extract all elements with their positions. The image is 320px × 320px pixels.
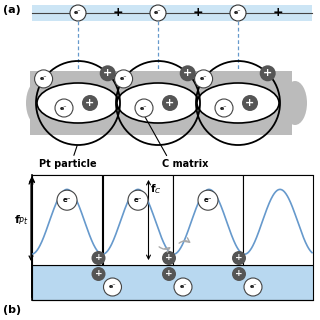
Circle shape [162,251,176,265]
Circle shape [82,95,98,111]
Ellipse shape [185,103,211,131]
Ellipse shape [105,103,131,131]
Text: f$_C$: f$_C$ [150,182,162,196]
Text: +: + [165,269,173,278]
Text: +: + [85,98,95,108]
Text: C matrix: C matrix [162,159,208,169]
Text: +: + [193,6,203,20]
Text: +: + [95,269,102,278]
Text: e⁻: e⁻ [179,284,187,290]
Ellipse shape [283,81,307,125]
Text: e⁻: e⁻ [120,76,127,81]
Circle shape [100,65,116,81]
Text: e⁻: e⁻ [249,284,257,290]
Circle shape [174,278,192,296]
Text: +: + [273,6,283,20]
Text: +: + [165,253,173,262]
Circle shape [232,251,246,265]
Text: +: + [183,68,192,78]
Text: e⁻: e⁻ [200,76,207,81]
Bar [32,265,313,300]
Text: e⁻: e⁻ [60,106,68,110]
FancyArrowPatch shape [159,247,170,252]
Circle shape [135,99,153,117]
Circle shape [57,190,77,210]
Text: +: + [113,6,123,20]
Text: +: + [245,98,255,108]
Text: +: + [95,253,102,262]
Circle shape [180,65,196,81]
Ellipse shape [117,83,199,123]
Text: e⁻: e⁻ [234,11,242,15]
Circle shape [162,267,176,281]
Text: e⁻: e⁻ [220,106,228,110]
FancyArrowPatch shape [179,238,190,243]
Bar [32,5,312,21]
Circle shape [242,95,258,111]
Text: e⁻: e⁻ [140,106,148,110]
Text: e⁻: e⁻ [74,11,82,15]
Circle shape [92,267,106,281]
Text: +: + [103,68,112,78]
Text: e⁻: e⁻ [109,284,116,290]
Text: +: + [235,253,243,262]
Ellipse shape [185,75,211,103]
Text: e⁻: e⁻ [40,76,47,81]
Bar [173,175,243,265]
Text: e⁻: e⁻ [154,11,162,15]
Bar [30,71,292,135]
Text: e⁻: e⁻ [134,197,142,203]
Circle shape [150,5,166,21]
Text: (a): (a) [3,5,21,15]
Text: +: + [165,98,175,108]
Circle shape [195,70,212,88]
Circle shape [92,251,106,265]
Circle shape [70,5,86,21]
Text: +: + [263,68,272,78]
Circle shape [260,65,276,81]
Circle shape [230,5,246,21]
Text: e⁻: e⁻ [63,197,71,203]
Circle shape [198,190,218,210]
Text: (b): (b) [3,305,21,315]
Bar [32,175,102,265]
Circle shape [35,70,52,88]
Circle shape [55,99,73,117]
Text: +: + [235,269,243,278]
Bar [103,175,173,265]
Circle shape [244,278,262,296]
Text: e⁻: e⁻ [204,197,212,203]
Circle shape [232,267,246,281]
Ellipse shape [197,83,279,123]
Circle shape [115,70,132,88]
Ellipse shape [26,81,50,125]
Text: Pt particle: Pt particle [39,159,97,169]
Circle shape [103,278,122,296]
Circle shape [162,95,178,111]
Bar [243,175,313,265]
Ellipse shape [105,75,131,103]
Ellipse shape [37,83,119,123]
Circle shape [215,99,233,117]
Text: f$_{Pt}$: f$_{Pt}$ [14,213,29,227]
Circle shape [128,190,148,210]
